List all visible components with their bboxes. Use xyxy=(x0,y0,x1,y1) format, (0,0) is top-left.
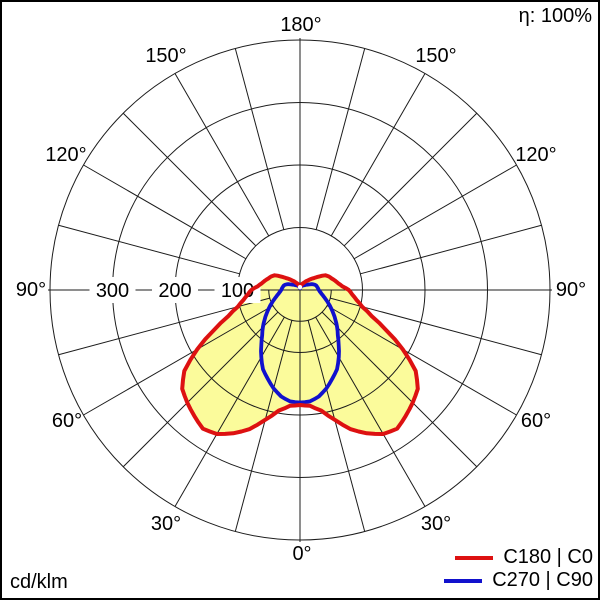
gamma-label-120-right: 120° xyxy=(515,144,557,166)
efficiency-label: η: 100% xyxy=(518,5,592,27)
legend: C180 | C0 C270 | C90 xyxy=(444,547,593,591)
gamma-label-150-left: 150° xyxy=(145,45,187,67)
radial-tick-bg-200 xyxy=(152,277,198,303)
radial-tick-200: 200 xyxy=(158,280,191,302)
gamma-label-0: 0° xyxy=(292,543,312,565)
gamma-label-60-right: 60° xyxy=(520,410,552,432)
legend-label-c0: C180 | C0 xyxy=(503,546,593,568)
gamma-label-90-left: 90° xyxy=(15,279,47,301)
legend-row-c90: C270 | C90 xyxy=(444,570,593,591)
gamma-label-120-left: 120° xyxy=(45,144,87,166)
legend-row-c0: C180 | C0 xyxy=(455,547,593,568)
legend-line-c0-red xyxy=(455,555,494,560)
gamma-label-90-right: 90° xyxy=(555,279,587,301)
radial-tick-bg-300 xyxy=(89,277,136,303)
legend-line-c90-blue xyxy=(444,578,483,583)
gamma-label-60-left: 60° xyxy=(51,410,83,432)
intensity-curves-layer xyxy=(180,273,420,436)
radial-tick-labels: 300 200 100 xyxy=(89,277,261,303)
gamma-label-30-right: 30° xyxy=(420,513,452,535)
unit-label: cd/klm xyxy=(10,571,68,593)
legend-label-c90: C270 | C90 xyxy=(492,569,593,591)
radial-tick-300: 300 xyxy=(96,280,129,302)
gamma-label-180: 180° xyxy=(280,14,322,36)
gamma-label-30-left: 30° xyxy=(150,513,182,535)
gamma-label-150-right: 150° xyxy=(415,45,457,67)
